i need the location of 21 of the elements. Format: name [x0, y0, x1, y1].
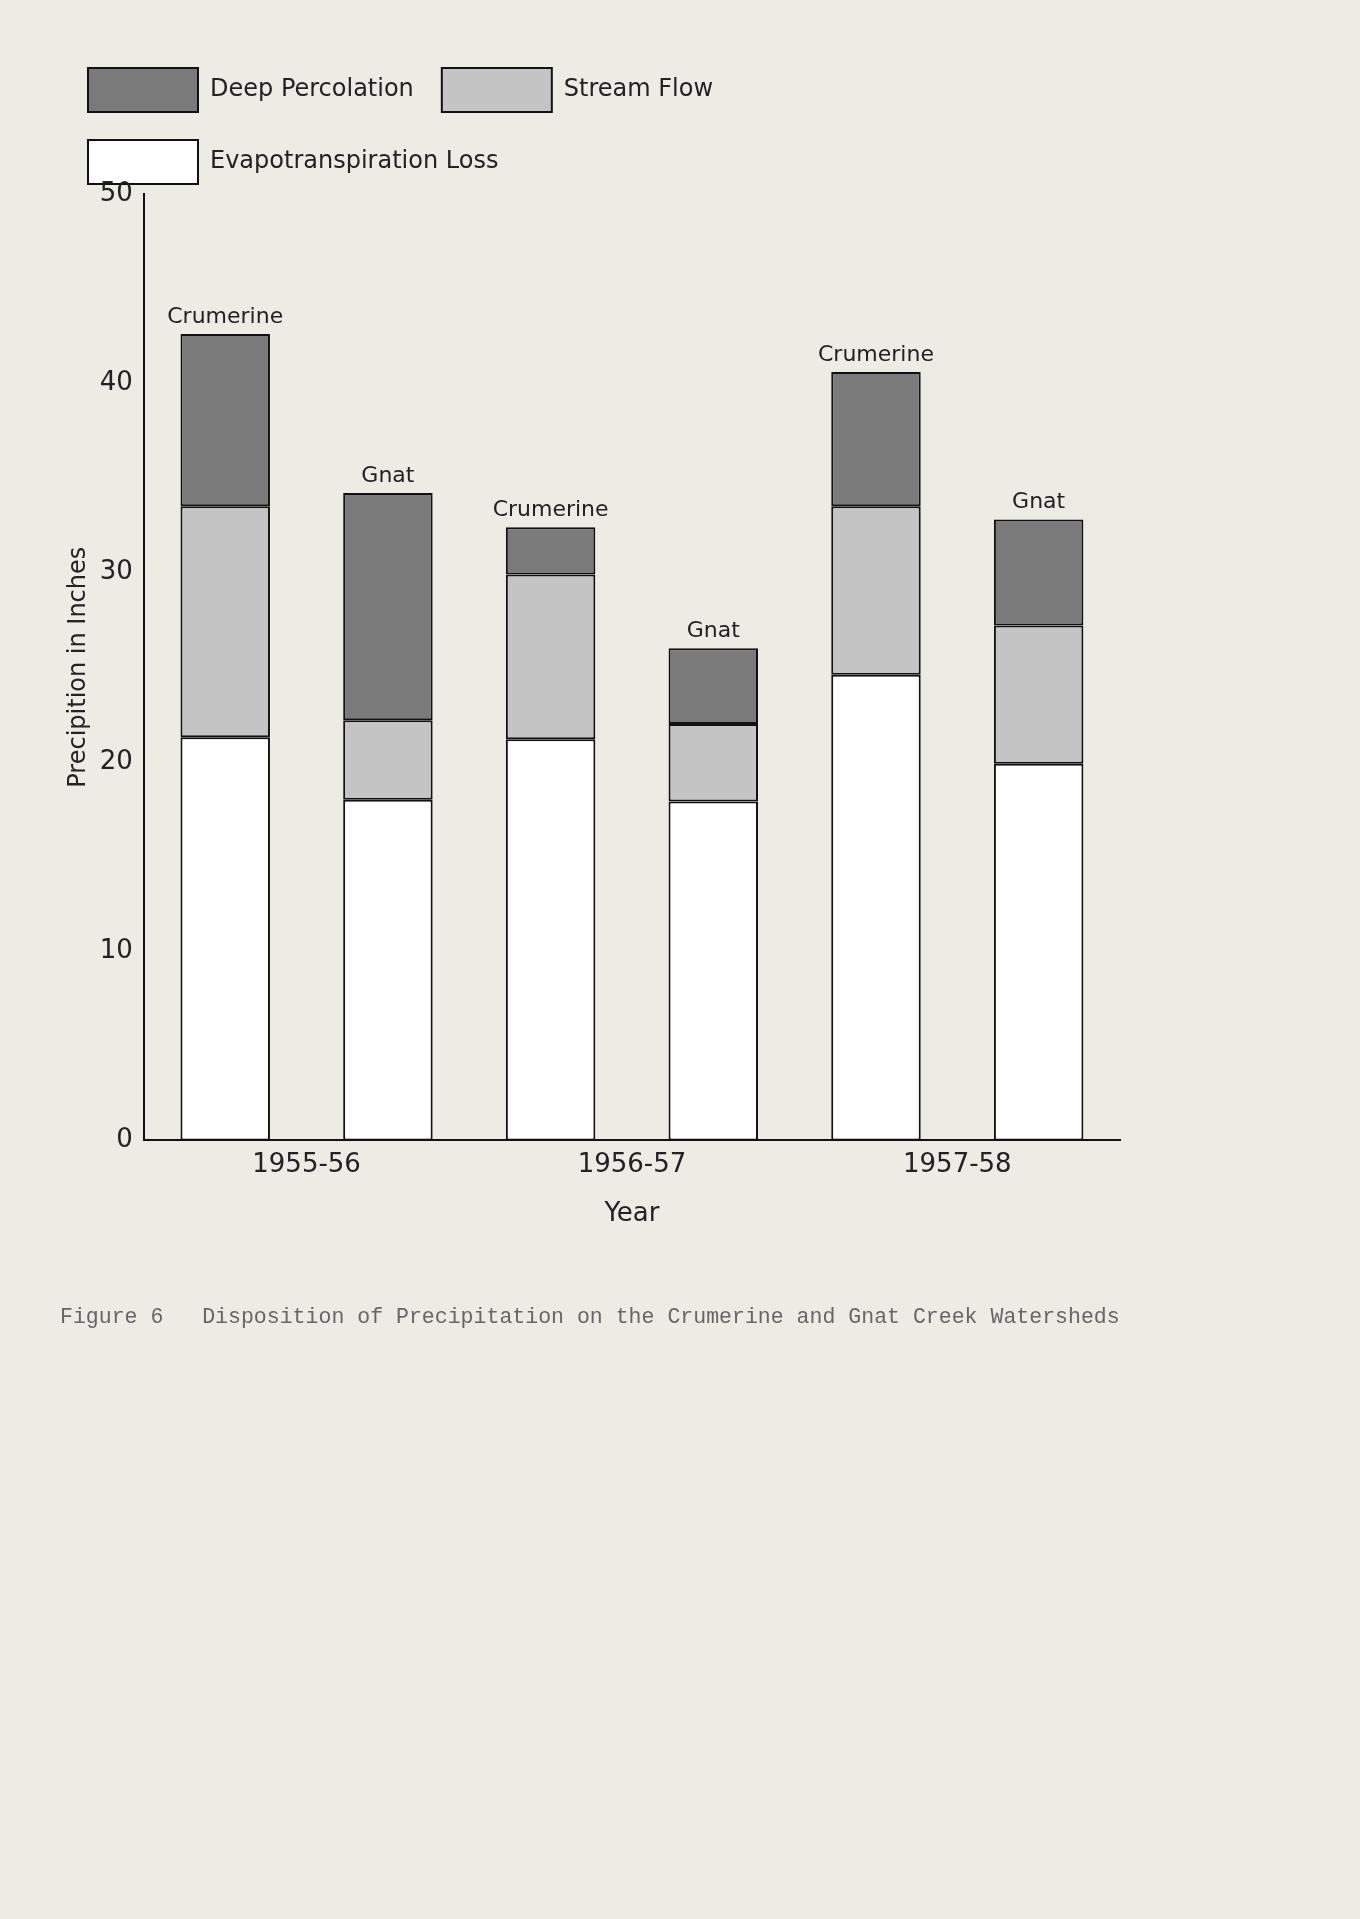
y-tick-label: 40	[99, 366, 133, 397]
y-tick-label: 30	[99, 555, 133, 586]
x-tick-label: Gnat	[686, 616, 741, 642]
x-tick-label: Crumerine	[492, 495, 609, 521]
legend-label: Stream Flow	[563, 74, 714, 103]
x-tick-label: Gnat	[361, 461, 415, 487]
y-tick-label: 0	[116, 1123, 133, 1154]
legend-label: Deep Percolation	[210, 74, 414, 103]
x-tick-label: Gnat	[1012, 488, 1066, 514]
y-axis-title: Precipition in Inches	[62, 546, 91, 788]
text: 1956-57	[577, 1148, 687, 1179]
text: 1955-56	[252, 1148, 361, 1179]
legend-label: Evapotranspiration Loss	[210, 146, 499, 175]
y-tick-label: 10	[99, 933, 133, 964]
y-tick-label: 50	[99, 176, 133, 207]
x-tick-label: Crumerine	[817, 340, 934, 366]
x-axis-title: Year	[603, 1196, 660, 1227]
text: Figure 6 Disposition of Precipitation on the Crumerine and Gnat Creek Watersheds	[60, 1304, 1120, 1330]
y-tick-label: 20	[99, 744, 133, 775]
x-tick-label: Crumerine	[167, 302, 284, 328]
text: 1957-58	[902, 1148, 1012, 1179]
